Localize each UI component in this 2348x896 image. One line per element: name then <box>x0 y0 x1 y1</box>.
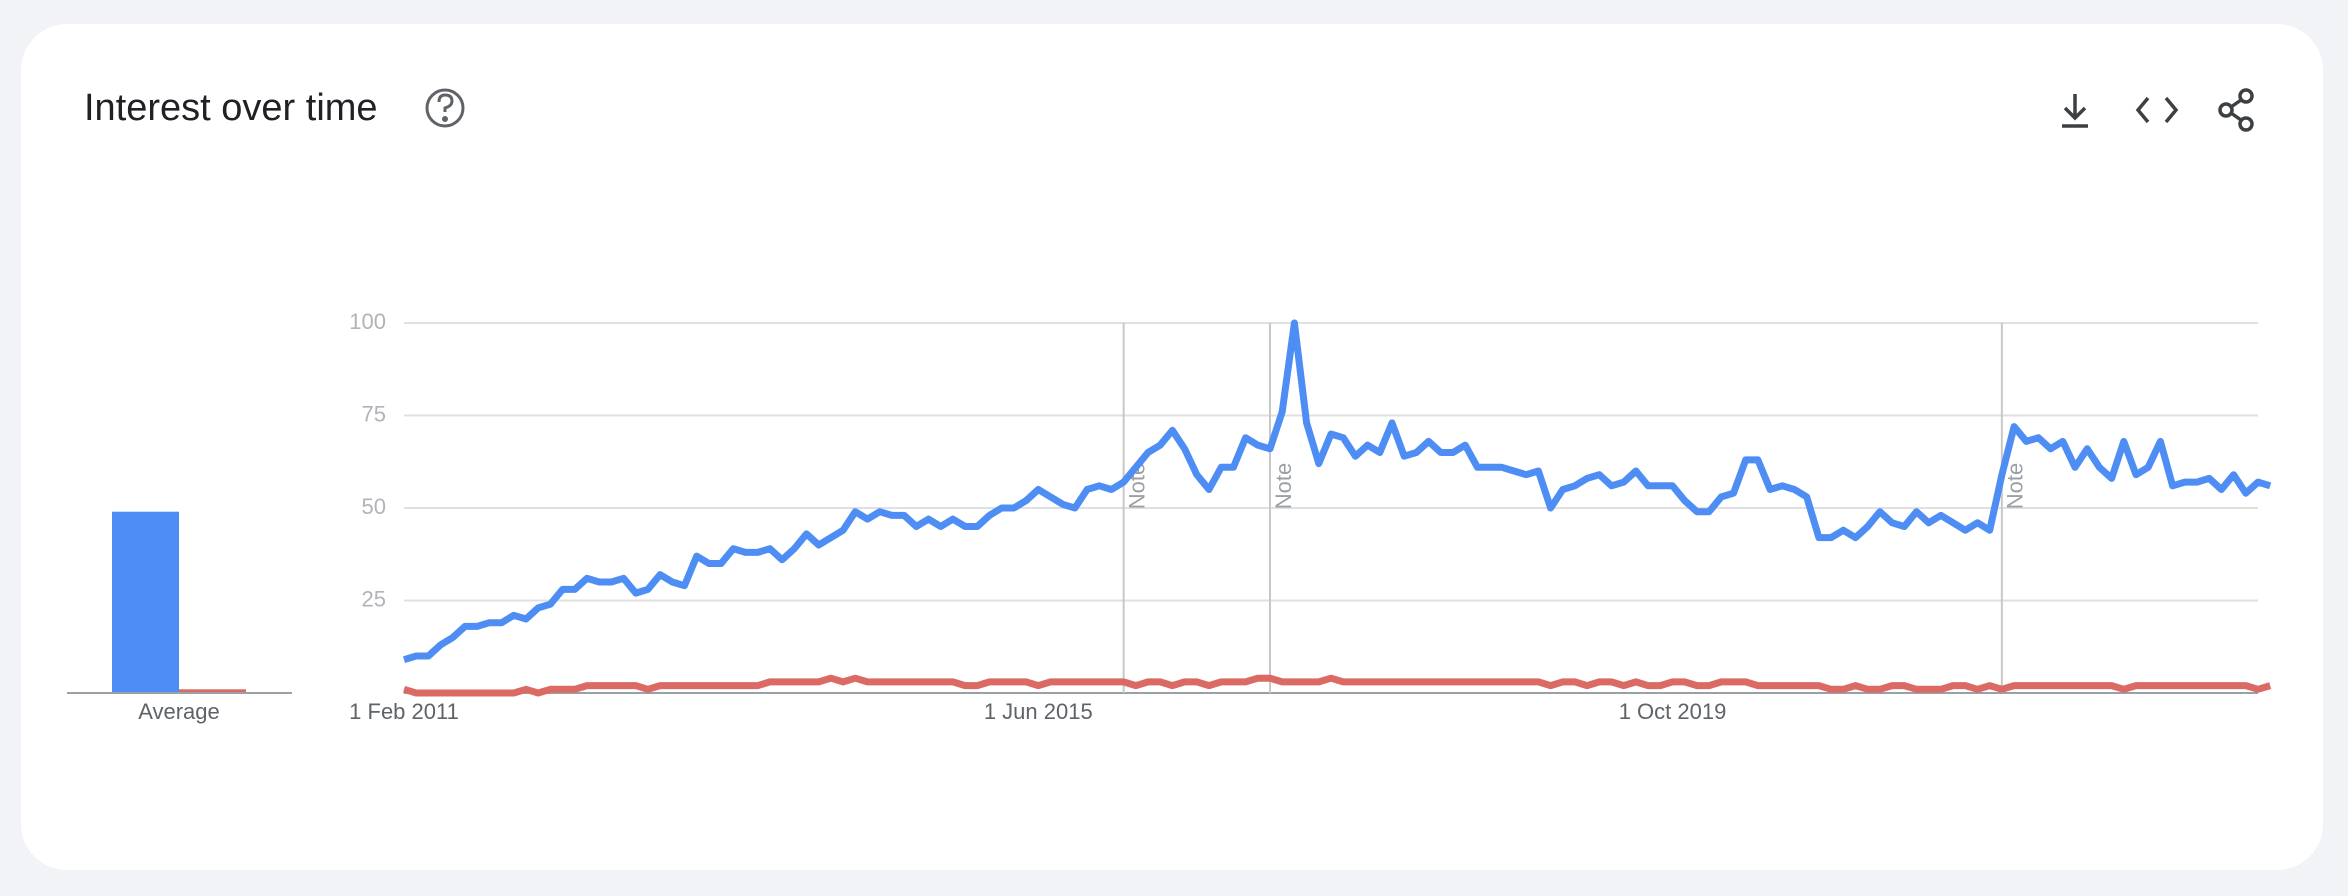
series-line <box>402 674 2272 697</box>
average-bar <box>179 689 246 693</box>
y-tick-label: 75 <box>362 401 386 426</box>
share-icon[interactable] <box>2218 88 2254 132</box>
y-tick-label: 100 <box>349 309 386 334</box>
note-label: Note <box>1271 463 1296 509</box>
x-tick-label: 1 Oct 2019 <box>1619 699 1727 724</box>
series-line <box>402 319 2272 664</box>
average-label: Average <box>138 699 220 724</box>
card-title: Interest over time <box>84 87 378 129</box>
note-label: Note <box>2003 463 2028 509</box>
y-tick-label: 50 <box>362 494 386 519</box>
embed-icon[interactable] <box>2135 96 2179 124</box>
help-icon[interactable] <box>425 88 465 128</box>
download-icon[interactable] <box>2062 94 2088 128</box>
y-tick-label: 25 <box>362 586 386 611</box>
average-bar <box>112 511 179 693</box>
card <box>21 24 2323 870</box>
x-tick-label: 1 Jun 2015 <box>984 699 1093 724</box>
x-tick-label: 1 Feb 2011 <box>349 699 459 724</box>
